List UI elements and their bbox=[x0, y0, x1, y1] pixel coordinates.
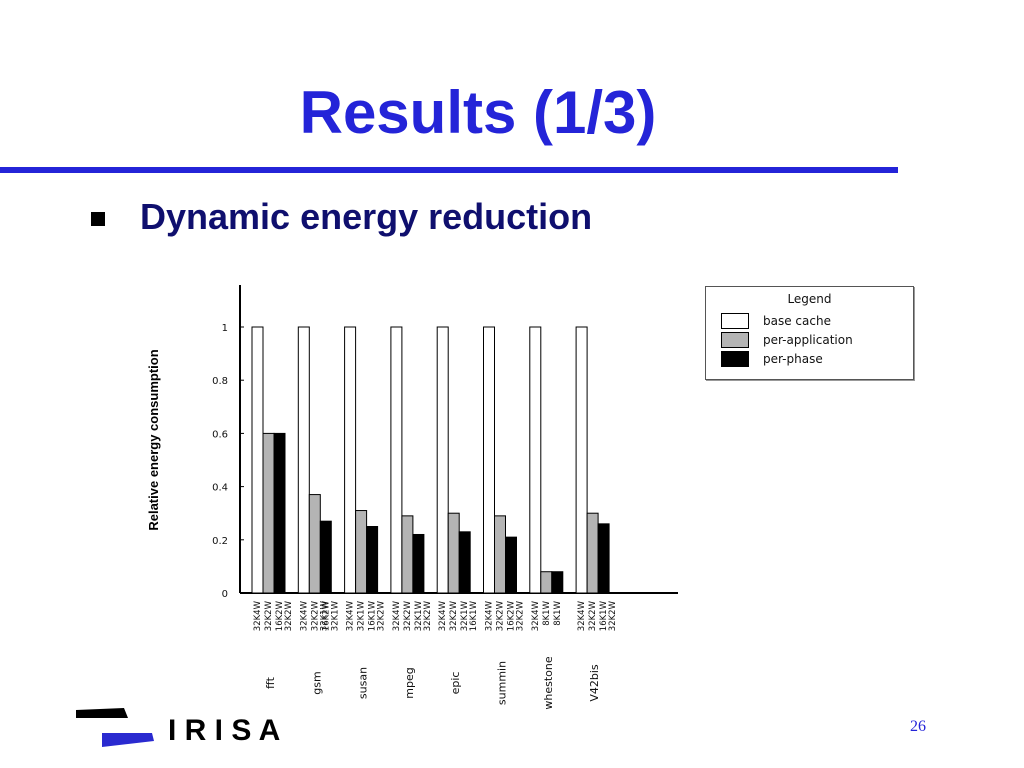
bar-label-epic-0-0: 32K4W bbox=[438, 600, 448, 631]
bar-v42bis-per-application bbox=[586, 512, 599, 594]
bar-epic-base bbox=[436, 326, 449, 594]
bar-fft-base bbox=[251, 326, 264, 594]
legend-swatch-per-phase bbox=[721, 351, 749, 367]
category-label-epic: epic bbox=[449, 672, 462, 695]
category-label-v42bis: V42bis bbox=[588, 664, 601, 702]
y-tick-label-3: 0.6 bbox=[212, 429, 228, 440]
category-label-summin: summin bbox=[496, 661, 509, 705]
legend-label-per-phase: per-phase bbox=[763, 352, 823, 366]
y-tick-label-2: 0.4 bbox=[212, 483, 228, 494]
bar-label-fft-1-0: 32K2W bbox=[264, 600, 274, 631]
bar-label-gsm-2-0: 16K2W bbox=[321, 600, 331, 631]
bar-label-susan-1-0: 32K1W bbox=[357, 600, 367, 631]
chart-legend: Legend base cache per-application per-ph… bbox=[705, 286, 914, 380]
bar-label-v42bis-2-0: 16K1W bbox=[599, 600, 609, 631]
bar-susan-base bbox=[344, 326, 357, 594]
bar-v42bis-base bbox=[575, 326, 588, 594]
y-axis-label: Relative energy consumption bbox=[146, 349, 161, 530]
bar-label-susan-2-1: 32K2W bbox=[377, 600, 387, 631]
bar-summin-per-application bbox=[494, 515, 506, 594]
bullet-text: Dynamic energy reduction bbox=[140, 196, 593, 237]
bar-fft-per-phase bbox=[273, 432, 286, 594]
bar-susan-per-phase bbox=[366, 526, 379, 594]
bar-label-gsm-1-1: 32K1W bbox=[319, 600, 329, 631]
irisa-logo: I R I S A bbox=[76, 708, 280, 747]
bar-label-fft-0-0: 32K4W bbox=[253, 600, 263, 631]
category-label-mpeg: mpeg bbox=[403, 667, 416, 698]
bar-label-gsm-2-1: 32K1W bbox=[330, 600, 340, 631]
bar-mpeg-base bbox=[390, 326, 403, 594]
bullet-marker bbox=[91, 212, 105, 226]
bar-label-mpeg-2-0: 32K1W bbox=[414, 600, 424, 631]
bar-susan-per-application bbox=[355, 510, 368, 594]
bar-label-fft-2-0: 16K2W bbox=[275, 600, 285, 631]
bar-label-susan-0-0: 32K4W bbox=[346, 600, 356, 631]
bar-label-epic-2-0: 32K1W bbox=[460, 600, 470, 631]
category-label-susan: susan bbox=[357, 667, 370, 699]
bar-whestone-per-application bbox=[540, 571, 553, 594]
bar-label-fft-2-1: 32K2W bbox=[284, 600, 294, 631]
category-label-gsm: gsm bbox=[310, 671, 323, 694]
bar-whestone-per-phase bbox=[551, 571, 564, 594]
y-tick-label-5: 1 bbox=[222, 323, 228, 334]
bar-fft-per-application bbox=[262, 432, 275, 594]
bar-mpeg-per-application bbox=[401, 515, 414, 594]
bar-summin-per-phase bbox=[505, 536, 517, 594]
legend-entry-per-phase: per-phase bbox=[721, 350, 823, 368]
bar-label-mpeg-1-0: 32K2W bbox=[403, 600, 413, 631]
bar-label-mpeg-0-0: 32K4W bbox=[392, 600, 402, 631]
y-tick-label-4: 0.8 bbox=[212, 376, 228, 387]
bar-gsm-base bbox=[297, 326, 310, 594]
legend-label-per-application: per-application bbox=[763, 333, 853, 347]
bar-mpeg-per-phase bbox=[412, 533, 425, 594]
category-label-whestone: whestone bbox=[542, 656, 555, 709]
bar-label-gsm-1-0: 32K2W bbox=[310, 600, 320, 631]
bar-gsm-per-phase bbox=[319, 520, 332, 594]
bar-epic-per-application bbox=[447, 512, 460, 594]
bar-label-v42bis-2-1: 32K2W bbox=[608, 600, 618, 631]
bar-label-whestone-0-0: 32K4W bbox=[531, 600, 541, 631]
bar-label-summin-2-0: 16K2W bbox=[507, 600, 517, 631]
bar-label-susan-2-0: 16K1W bbox=[368, 600, 378, 631]
legend-entry-base: base cache bbox=[721, 312, 831, 330]
bar-gsm-per-application bbox=[308, 494, 321, 594]
legend-swatch-base bbox=[721, 313, 749, 329]
bar-epic-per-phase bbox=[458, 531, 471, 594]
y-tick-label-0: 0 bbox=[222, 589, 228, 600]
legend-entry-per-application: per-application bbox=[721, 331, 853, 349]
bar-label-whestone-2-0: 8K1W bbox=[553, 600, 563, 625]
bar-v42bis-per-phase bbox=[597, 523, 610, 594]
bar-label-mpeg-2-1: 32K2W bbox=[423, 600, 433, 631]
bar-label-summin-1-0: 32K2W bbox=[496, 600, 506, 631]
legend-title: Legend bbox=[787, 292, 832, 306]
bar-label-whestone-1-0: 8K1W bbox=[542, 600, 552, 625]
bar-whestone-base bbox=[529, 326, 542, 594]
legend-label-base: base cache bbox=[763, 314, 831, 328]
bar-label-gsm-0-0: 32K4W bbox=[299, 600, 309, 631]
bar-label-epic-2-1: 16K1W bbox=[469, 600, 479, 631]
bar-label-v42bis-1-0: 32K2W bbox=[588, 600, 598, 631]
bar-label-v42bis-0-0: 32K4W bbox=[577, 600, 587, 631]
y-tick-label-1: 0.2 bbox=[212, 536, 228, 547]
bar-label-summin-2-1: 32K2W bbox=[516, 600, 526, 631]
page-number: 26 bbox=[910, 718, 926, 735]
bar-summin-base bbox=[483, 326, 495, 594]
title-rule bbox=[0, 167, 898, 173]
legend-swatch-per-application bbox=[721, 332, 749, 348]
svg-text:I R I S A: I R I S A bbox=[168, 714, 280, 747]
slide-title: Results (1/3) bbox=[299, 79, 657, 146]
category-label-fft: fft bbox=[264, 676, 277, 689]
bar-label-epic-1-0: 32K2W bbox=[449, 600, 459, 631]
bar-label-summin-0-0: 32K4W bbox=[485, 600, 495, 631]
